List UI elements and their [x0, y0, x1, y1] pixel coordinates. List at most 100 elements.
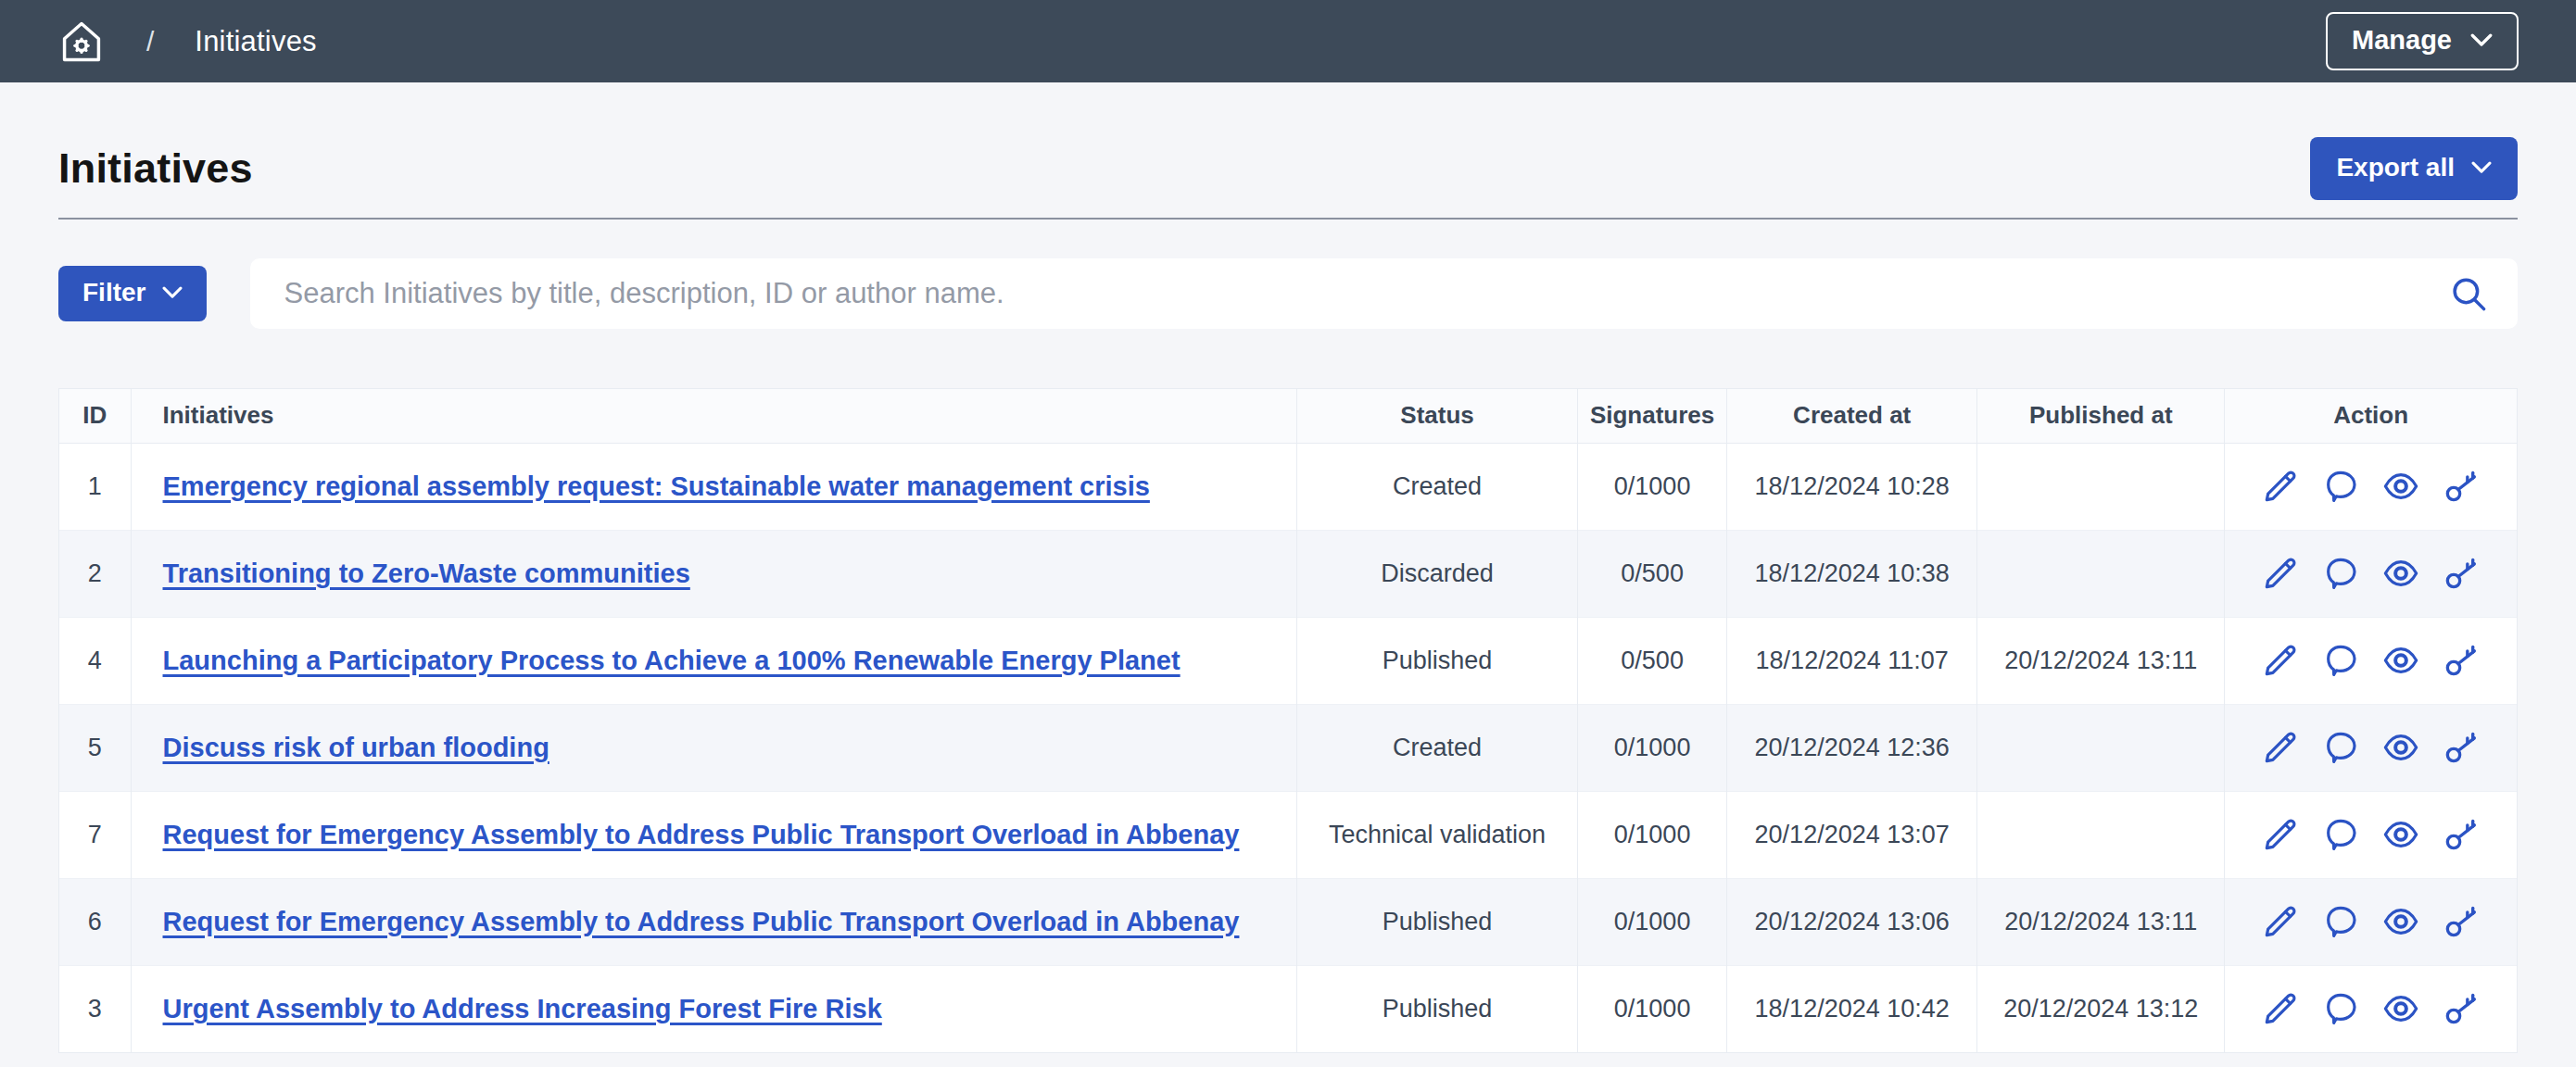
- breadcrumb: / Initiatives: [57, 18, 317, 66]
- breadcrumb-current: Initiatives: [195, 25, 316, 58]
- permissions-icon[interactable]: [2443, 642, 2480, 679]
- initiative-title-link[interactable]: Request for Emergency Assembly to Addres…: [163, 820, 1240, 849]
- initiative-created-at: 20/12/2024 13:06: [1727, 878, 1977, 965]
- top-navbar: / Initiatives Manage: [0, 0, 2576, 82]
- initiative-status: Published: [1296, 878, 1577, 965]
- initiative-id: 1: [59, 443, 131, 530]
- filter-button-label: Filter: [82, 278, 145, 308]
- edit-icon[interactable]: [2262, 990, 2299, 1027]
- column-header-action: Action: [2225, 389, 2517, 443]
- initiative-id: 3: [59, 965, 131, 1052]
- title-divider: [58, 218, 2518, 220]
- answer-icon[interactable]: [2322, 816, 2359, 853]
- initiative-signatures: 0/500: [1578, 530, 1727, 617]
- table-row: 2 Transitioning to Zero-Waste communitie…: [59, 530, 2517, 617]
- table-row: 5 Discuss risk of urban flooding Created…: [59, 704, 2517, 791]
- export-all-button[interactable]: Export all: [2310, 137, 2518, 200]
- preview-icon[interactable]: [2382, 990, 2419, 1027]
- search-input[interactable]: [250, 258, 2518, 329]
- edit-icon[interactable]: [2262, 903, 2299, 940]
- initiative-status: Published: [1296, 965, 1577, 1052]
- initiatives-table-body: 1 Emergency regional assembly request: S…: [59, 443, 2517, 1052]
- table-row: 6 Request for Emergency Assembly to Addr…: [59, 878, 2517, 965]
- initiative-created-at: 20/12/2024 12:36: [1727, 704, 1977, 791]
- action-buttons: [2225, 903, 2517, 940]
- edit-icon[interactable]: [2262, 555, 2299, 592]
- permissions-icon[interactable]: [2443, 903, 2480, 940]
- initiative-signatures: 0/1000: [1578, 443, 1727, 530]
- answer-icon[interactable]: [2322, 642, 2359, 679]
- preview-icon[interactable]: [2382, 468, 2419, 505]
- home-gear-icon[interactable]: [57, 18, 106, 66]
- answer-icon[interactable]: [2322, 903, 2359, 940]
- initiative-title-link[interactable]: Urgent Assembly to Address Increasing Fo…: [163, 994, 882, 1023]
- search-field-wrapper: [250, 258, 2518, 329]
- column-header-status: Status: [1296, 389, 1577, 443]
- initiative-signatures: 0/1000: [1578, 791, 1727, 878]
- initiative-title-link[interactable]: Request for Emergency Assembly to Addres…: [163, 907, 1240, 936]
- initiative-title-link[interactable]: Discuss risk of urban flooding: [163, 733, 549, 762]
- initiatives-admin-page: / Initiatives Manage Initiatives Export …: [0, 0, 2576, 1067]
- permissions-icon[interactable]: [2443, 468, 2480, 505]
- initiative-published-at: [1977, 530, 2225, 617]
- action-buttons: [2225, 816, 2517, 853]
- initiative-signatures: 0/1000: [1578, 965, 1727, 1052]
- initiative-published-at: 20/12/2024 13:11: [1977, 617, 2225, 704]
- initiative-published-at: [1977, 704, 2225, 791]
- initiative-status: Technical validation: [1296, 791, 1577, 878]
- initiative-created-at: 18/12/2024 10:28: [1727, 443, 1977, 530]
- column-header-published-at: Published at: [1977, 389, 2225, 443]
- preview-icon[interactable]: [2382, 816, 2419, 853]
- initiative-created-at: 18/12/2024 10:42: [1727, 965, 1977, 1052]
- table-header-row: ID Initiatives Status Signatures Created…: [59, 389, 2517, 443]
- action-buttons: [2225, 990, 2517, 1027]
- answer-icon[interactable]: [2322, 555, 2359, 592]
- preview-icon[interactable]: [2382, 729, 2419, 766]
- preview-icon[interactable]: [2382, 642, 2419, 679]
- initiative-signatures: 0/1000: [1578, 704, 1727, 791]
- manage-button[interactable]: Manage: [2326, 12, 2519, 70]
- initiative-id: 2: [59, 530, 131, 617]
- preview-icon[interactable]: [2382, 903, 2419, 940]
- answer-icon[interactable]: [2322, 468, 2359, 505]
- initiative-id: 5: [59, 704, 131, 791]
- initiative-status: Discarded: [1296, 530, 1577, 617]
- initiative-published-at: [1977, 443, 2225, 530]
- initiative-title-link[interactable]: Emergency regional assembly request: Sus…: [163, 471, 1150, 501]
- permissions-icon[interactable]: [2443, 555, 2480, 592]
- initiative-title-link[interactable]: Transitioning to Zero-Waste communities: [163, 559, 690, 588]
- column-header-initiatives: Initiatives: [131, 389, 1296, 443]
- toolbar: Filter: [58, 258, 2518, 329]
- permissions-icon[interactable]: [2443, 729, 2480, 766]
- edit-icon[interactable]: [2262, 468, 2299, 505]
- edit-icon[interactable]: [2262, 642, 2299, 679]
- initiative-created-at: 20/12/2024 13:07: [1727, 791, 1977, 878]
- permissions-icon[interactable]: [2443, 990, 2480, 1027]
- column-header-signatures: Signatures: [1578, 389, 1727, 443]
- filter-button[interactable]: Filter: [58, 266, 207, 321]
- edit-icon[interactable]: [2262, 816, 2299, 853]
- initiative-id: 7: [59, 791, 131, 878]
- search-magnifier-icon[interactable]: [2449, 274, 2488, 313]
- initiative-published-at: 20/12/2024 13:11: [1977, 878, 2225, 965]
- initiative-status: Created: [1296, 704, 1577, 791]
- manage-button-label: Manage: [2352, 25, 2452, 56]
- initiative-title-link[interactable]: Launching a Participatory Process to Ach…: [163, 646, 1181, 675]
- action-buttons: [2225, 468, 2517, 505]
- action-buttons: [2225, 729, 2517, 766]
- permissions-icon[interactable]: [2443, 816, 2480, 853]
- answer-icon[interactable]: [2322, 729, 2359, 766]
- preview-icon[interactable]: [2382, 555, 2419, 592]
- initiative-published-at: 20/12/2024 13:12: [1977, 965, 2225, 1052]
- table-row: 4 Launching a Participatory Process to A…: [59, 617, 2517, 704]
- initiatives-table: ID Initiatives Status Signatures Created…: [58, 388, 2518, 1053]
- answer-icon[interactable]: [2322, 990, 2359, 1027]
- edit-icon[interactable]: [2262, 729, 2299, 766]
- initiative-status: Published: [1296, 617, 1577, 704]
- column-header-created-at: Created at: [1727, 389, 1977, 443]
- chevron-down-icon: [162, 286, 183, 299]
- column-header-id: ID: [59, 389, 131, 443]
- initiative-status: Created: [1296, 443, 1577, 530]
- initiative-signatures: 0/500: [1578, 617, 1727, 704]
- initiative-created-at: 18/12/2024 10:38: [1727, 530, 1977, 617]
